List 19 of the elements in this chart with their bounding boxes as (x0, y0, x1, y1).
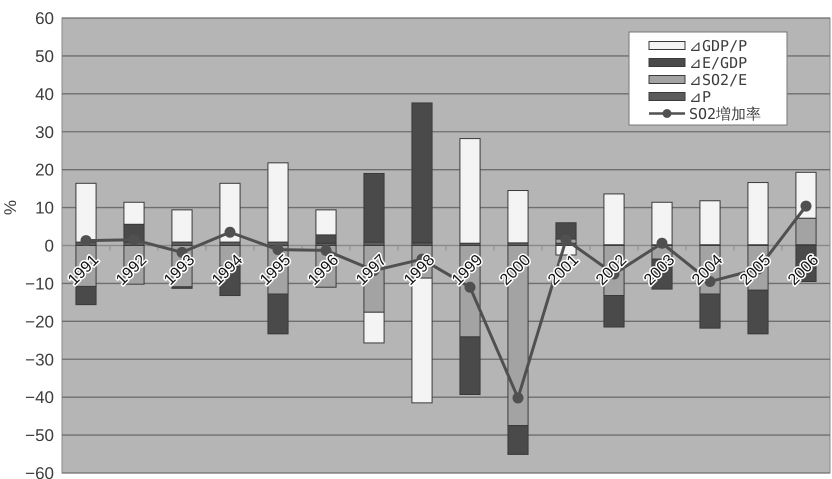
y-tick-label: 20 (35, 160, 54, 180)
legend-label: ⊿P (689, 88, 712, 106)
y-tick-label: 30 (35, 122, 54, 142)
y-tick-label: −40 (25, 388, 54, 408)
y-tick-label: −30 (25, 350, 54, 370)
y-tick-label: 0 (44, 236, 54, 256)
y-tick-label: −50 (25, 426, 54, 446)
y-tick-label: 40 (35, 84, 54, 104)
y-tick-label: −60 (25, 464, 54, 479)
y-tick-label: −20 (25, 312, 54, 332)
legend-label: ⊿E/GDP (689, 54, 748, 72)
legend-label: SO2増加率 (689, 105, 762, 123)
y-tick-label: −10 (25, 274, 54, 294)
y-tick-label: 60 (35, 9, 54, 28)
legend-label: ⊿SO2/E (689, 71, 748, 89)
y-axis-title: % (1, 200, 20, 216)
y-tick-label: 50 (35, 46, 54, 66)
legend-label: ⊿GDP/P (689, 37, 748, 55)
y-tick-label: 10 (35, 198, 54, 218)
